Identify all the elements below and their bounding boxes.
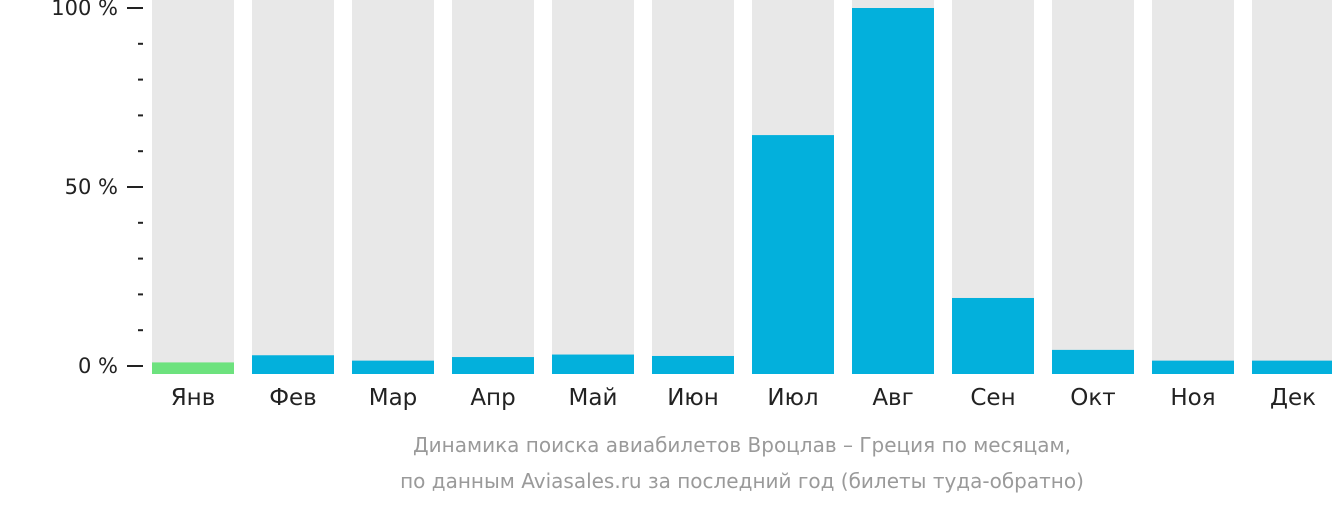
y-tick-label: 50 % bbox=[65, 175, 118, 199]
x-tick-label: Мар bbox=[369, 385, 418, 411]
bar[interactable] bbox=[552, 354, 634, 374]
y-axis: 0 % 50 % 100 % bbox=[51, 0, 143, 378]
y-tick-label: 0 % bbox=[78, 354, 118, 378]
x-tick-label: Апр bbox=[470, 385, 515, 411]
bar-track bbox=[1252, 0, 1332, 374]
chart-caption-line-2: по данным Aviasales.ru за последний год … bbox=[400, 469, 1084, 493]
x-tick-label: Ноя bbox=[1170, 385, 1215, 411]
bar-track bbox=[352, 0, 434, 374]
bar[interactable] bbox=[252, 355, 334, 374]
bar-track bbox=[452, 0, 534, 374]
bar[interactable] bbox=[752, 135, 834, 374]
bar[interactable] bbox=[652, 355, 734, 374]
bar-track bbox=[1152, 0, 1234, 374]
bar-track bbox=[252, 0, 334, 374]
chart-caption-line-1: Динамика поиска авиабилетов Вроцлав – Гр… bbox=[413, 433, 1071, 457]
bar-track bbox=[552, 0, 634, 374]
bar[interactable] bbox=[452, 357, 534, 374]
bar-tracks bbox=[152, 0, 1332, 374]
x-tick-label: Авг bbox=[872, 385, 913, 411]
x-tick-label: Июл bbox=[767, 385, 818, 411]
bar[interactable] bbox=[352, 360, 434, 374]
bar[interactable] bbox=[1152, 360, 1234, 374]
y-tick-label: 100 % bbox=[51, 0, 118, 20]
x-tick-label: Дек bbox=[1270, 385, 1316, 411]
bar-track bbox=[152, 0, 234, 374]
bar-track bbox=[652, 0, 734, 374]
x-tick-label: Окт bbox=[1070, 385, 1115, 411]
x-tick-label: Май bbox=[569, 385, 618, 411]
x-tick-label: Фев bbox=[269, 385, 317, 411]
bar[interactable] bbox=[1052, 349, 1134, 374]
bar[interactable] bbox=[152, 362, 234, 374]
bars bbox=[152, 8, 1332, 374]
bar[interactable] bbox=[1252, 360, 1332, 374]
bar-track bbox=[1052, 0, 1134, 374]
x-axis-labels: Янв Фев Мар Апр Май Июн Июл Авг Сен Окт Ноя Дек bbox=[171, 385, 1316, 411]
x-tick-label: Янв bbox=[171, 385, 216, 411]
x-tick-label: Июн bbox=[667, 385, 719, 411]
bar[interactable] bbox=[952, 297, 1034, 374]
bar[interactable] bbox=[852, 8, 934, 374]
x-tick-label: Сен bbox=[970, 385, 1015, 411]
